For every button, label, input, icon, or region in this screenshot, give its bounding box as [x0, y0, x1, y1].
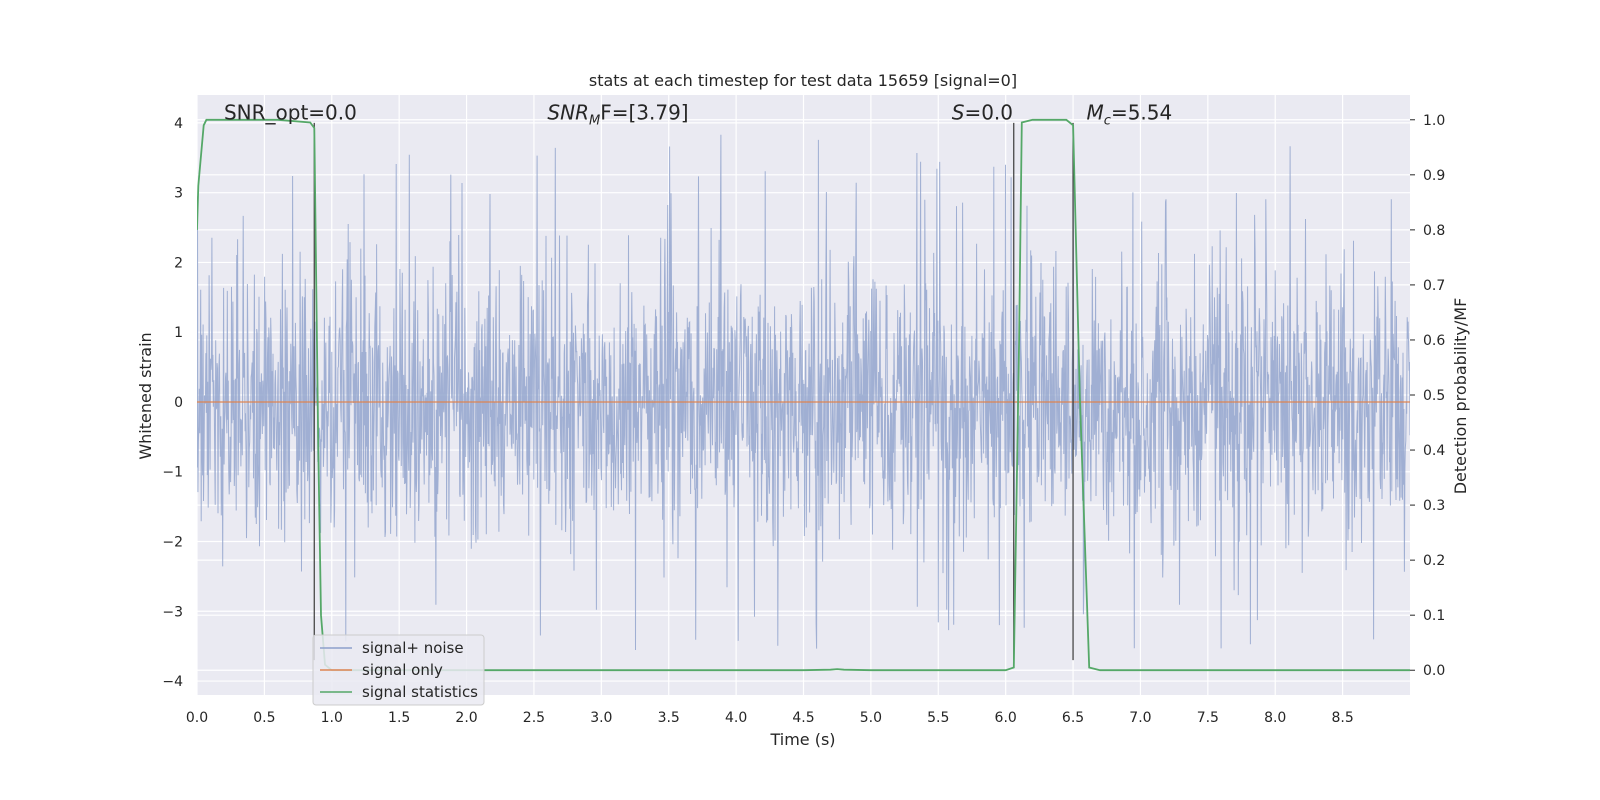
chart-title: stats at each timestep for test data 156… [589, 71, 1017, 90]
legend-box [312, 634, 485, 706]
annotation-s-rest: =0.0 [964, 100, 1013, 124]
y-right-tick-label: 0.5 [1423, 388, 1445, 404]
y-right-tick-label: 0.1 [1423, 608, 1445, 624]
x-axis-ticks: 0.0 0.5 1.0 1.5 2.0 2.5 3.0 3.5 4.0 4.5 5.0 5.5 6.0 6… [186, 710, 1354, 726]
y-right-tick-label: 0.3 [1423, 498, 1445, 514]
y-axis-left-label: Whitened strain [136, 332, 155, 459]
y-right-tick-label: 0.2 [1423, 553, 1445, 569]
y-left-tick-label: −4 [162, 674, 183, 690]
x-tick-label: 0.0 [186, 710, 208, 726]
y-right-tick-label: 0.6 [1423, 333, 1445, 349]
x-tick-label: 7.0 [1129, 710, 1151, 726]
y-right-tick-label: 0.4 [1423, 443, 1445, 459]
x-tick-label: 3.0 [590, 710, 612, 726]
legend-label-signal-statistics: signal statistics [362, 683, 478, 701]
y-axis-right-ticks: 0.0 0.1 0.2 0.3 0.4 0.5 0.6 0.7 0.8 0.9 1.0 [1410, 113, 1445, 679]
x-tick-label: 0.5 [253, 710, 275, 726]
legend-label-signal-only: signal only [362, 661, 443, 679]
x-tick-label: 4.5 [792, 710, 814, 726]
y-left-tick-label: 2 [174, 255, 183, 271]
y-right-tick-label: 1.0 [1423, 113, 1445, 129]
x-tick-label: 7.5 [1197, 710, 1219, 726]
y-left-tick-label: 3 [174, 186, 183, 202]
annotation-snr-mf-sub: M [589, 113, 600, 128]
x-axis-label: Time (s) [769, 730, 835, 749]
y-right-tick-label: 0.9 [1423, 168, 1445, 184]
annotation-s-main: S [952, 100, 965, 124]
x-tick-label: 1.0 [321, 710, 343, 726]
x-tick-label: 6.0 [995, 710, 1017, 726]
x-tick-label: 8.5 [1331, 710, 1353, 726]
y-axis-left-ticks: −4 −3 −2 −1 0 1 2 3 4 [162, 116, 183, 690]
x-tick-label: 2.0 [455, 710, 477, 726]
y-left-tick-label: −1 [162, 465, 183, 481]
y-right-tick-label: 0.8 [1423, 223, 1445, 239]
legend: signal+ noise signal only signal statist… [312, 634, 485, 706]
annotation-mc-sub: c [1104, 113, 1111, 128]
x-tick-label: 3.5 [658, 710, 680, 726]
series-signal-statistics-line [197, 118, 1410, 672]
x-tick-label: 8.0 [1264, 710, 1286, 726]
x-tick-label: 1.5 [388, 710, 410, 726]
series-signal-noise-line [197, 134, 1410, 651]
y-left-tick-label: 4 [174, 116, 183, 132]
annotation-mc-rest: =5.54 [1111, 100, 1172, 124]
series-layer [197, 118, 1410, 672]
legend-label-signal-noise: signal+ noise [362, 639, 464, 657]
y-left-tick-label: 1 [174, 325, 183, 341]
annotation-snr-mf: SNRMF=[3.79] [547, 100, 688, 128]
y-right-tick-label: 0.0 [1423, 663, 1445, 679]
x-tick-label: 5.0 [860, 710, 882, 726]
y-left-tick-label: 0 [174, 395, 183, 411]
annotation-snr-mf-rest: F=[3.79] [600, 100, 688, 124]
annotation-snr-opt: SNR_opt=0.0 [224, 100, 357, 124]
annotation-snr-mf-main: SNR [547, 100, 589, 124]
y-left-tick-label: −3 [162, 604, 183, 620]
y-left-tick-label: −2 [162, 535, 183, 551]
x-tick-label: 4.0 [725, 710, 747, 726]
x-tick-label: 6.5 [1062, 710, 1084, 726]
y-axis-right-label: Detection probability/MF [1451, 298, 1470, 495]
x-tick-label: 5.5 [927, 710, 949, 726]
x-tick-label: 2.5 [523, 710, 545, 726]
y-right-tick-label: 0.7 [1423, 278, 1445, 294]
annotation-s: S=0.0 [952, 100, 1013, 124]
annotation-mc: Mc=5.54 [1087, 100, 1173, 128]
annotation-mc-main: M [1087, 100, 1104, 124]
